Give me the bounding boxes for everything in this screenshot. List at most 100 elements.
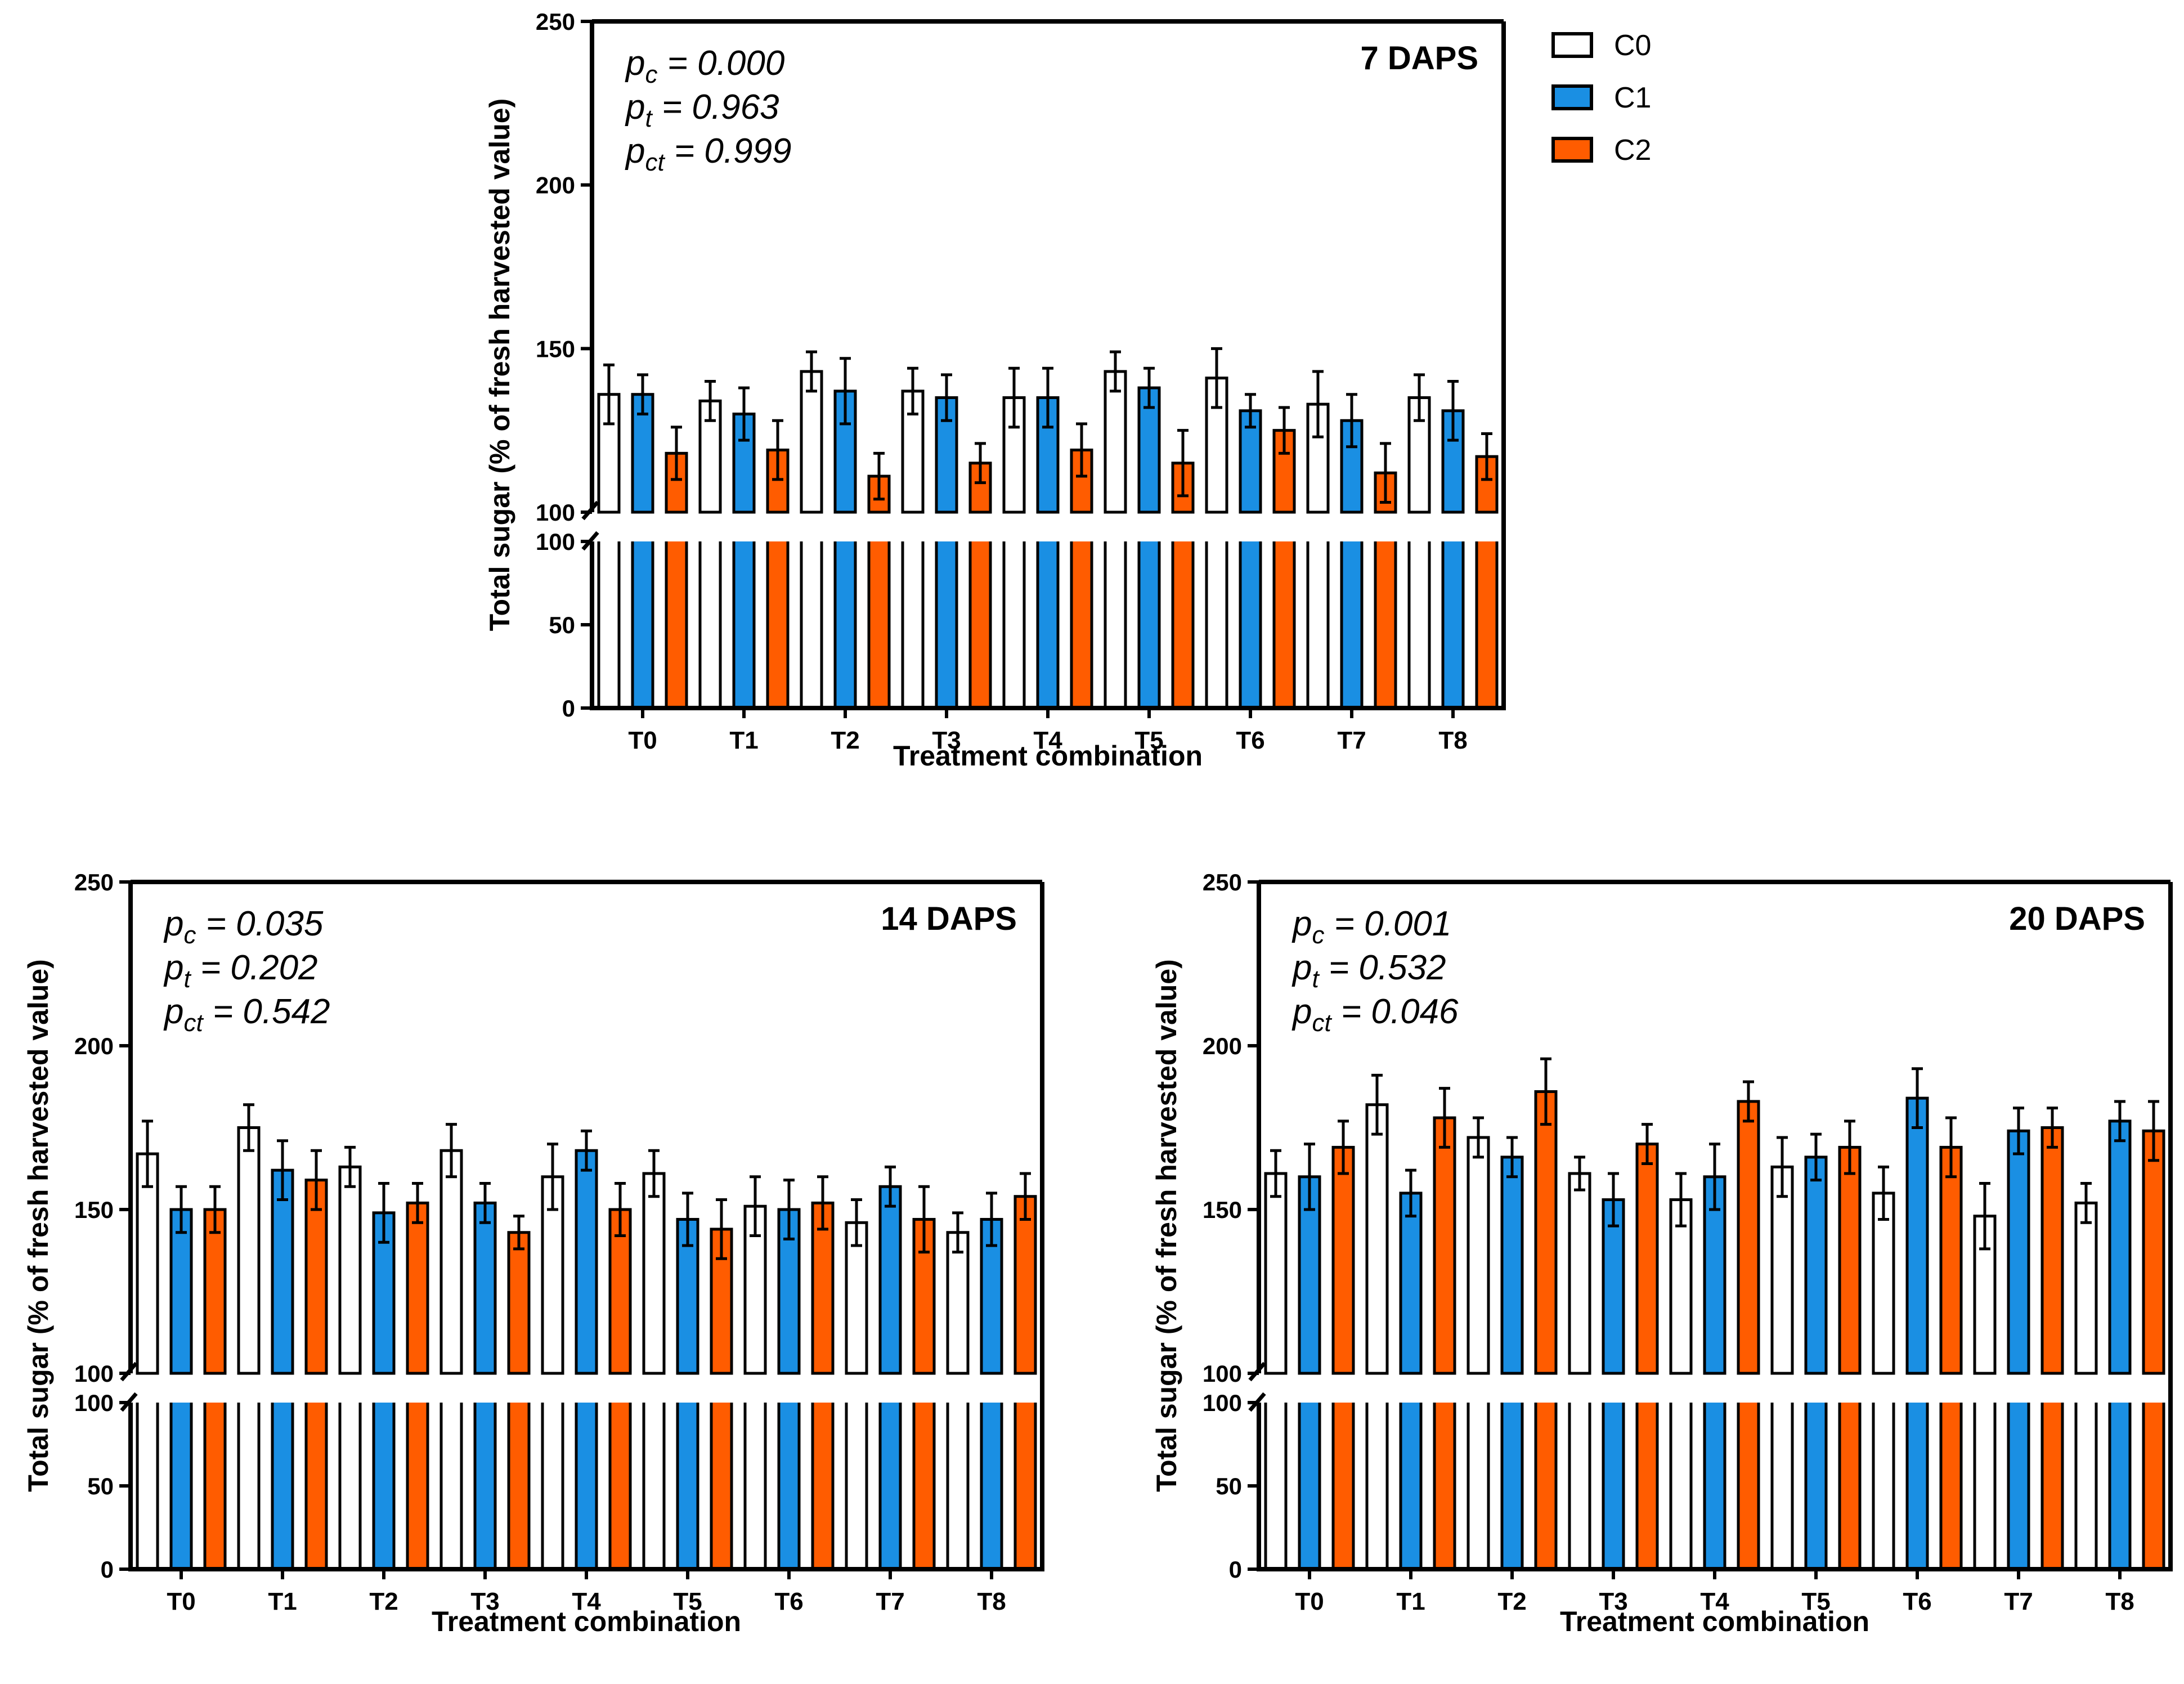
x-tick-label: T1 [1396,1588,1425,1615]
bar-lower-segment [633,541,653,708]
x-tick-label: T6 [1236,727,1264,754]
bar-c1-t4 [575,1129,598,1569]
bar-upper-segment [2007,1129,2030,1375]
x-axis-label: Treatment combination [893,740,1203,772]
x-tick-label: T5 [1801,1588,1830,1615]
bar-lower-segment [970,541,990,708]
bar-c0-t2 [338,1145,362,1569]
y-tick-label: 250 [536,8,575,35]
bar-c2-t8 [1475,432,1499,708]
bar-lower-segment [768,541,788,708]
bar-c1-t5 [676,1192,699,1569]
bar-c0-t3 [440,1123,463,1569]
legend-swatch [1551,32,1593,58]
bar-lower-segment [1274,541,1294,708]
bar-c1-t5 [1137,366,1161,708]
bar-upper-segment [473,1201,497,1375]
x-tick-label: T4 [1033,727,1062,754]
bar-upper-segment [2074,1201,2098,1375]
bar-c0-t3 [901,366,925,708]
bar-c2-t3 [968,442,992,708]
x-tick-label: T4 [1700,1588,1729,1615]
bar-c1-t3 [473,1181,497,1569]
bar-lower-segment [2042,1403,2062,1569]
bar-c1-t4 [1036,366,1060,708]
x-axis-label: Treatment combination [432,1606,741,1637]
bar-c0-t2 [1467,1116,1490,1569]
bar-upper-segment [1635,1143,1659,1375]
bar-c0-t3 [1568,1155,1591,1569]
bar-lower-segment [1477,541,1497,708]
y-tick-label: 250 [1203,869,1242,895]
bar-c0-t8 [2074,1181,2098,1569]
bar-c2-t1 [766,419,790,708]
bar-c2-t3 [507,1215,531,1569]
bar-c2-t0 [1331,1119,1355,1569]
bar-c1-t7 [2007,1107,2030,1569]
y-tick-label: 100 [74,1390,114,1416]
y-axis-label: Total sugar (% of fresh harvested value) [1151,959,1182,1492]
bar-upper-segment [1331,1145,1355,1375]
legend-item-c0: C0 [1551,29,1651,62]
bar-c0-t4 [1669,1172,1693,1569]
bar-c0-t7 [845,1198,868,1569]
legend-label: C2 [1614,134,1651,167]
y-tick-label: 50 [1216,1473,1242,1499]
x-axis-label: Treatment combination [1560,1606,1869,1637]
bar-c2-t7 [2041,1107,2064,1569]
bar-lower-segment [880,1403,900,1569]
x-tick-label: T8 [1438,727,1467,754]
x-tick-label: T1 [729,727,758,754]
panel-title: 7 DAPS [1360,40,1478,77]
bar-c2-t8 [2142,1100,2165,1569]
bar-upper-segment [304,1179,328,1375]
bar-upper-segment [2108,1119,2132,1375]
y-tick-label: 200 [74,1033,114,1059]
bar-c1-t2 [1500,1136,1524,1569]
bar-upper-segment [642,1172,666,1375]
p-value-annotation: pct = 0.999 [625,132,792,176]
bar-upper-segment [1602,1198,1625,1375]
bar-c2-t1 [304,1149,328,1569]
bar-lower-segment [2008,1403,2029,1569]
bar-lower-segment [1907,1403,1927,1569]
bar-c0-t5 [1104,350,1127,708]
bar-lower-segment [981,1403,1002,1569]
bar-upper-segment [1399,1192,1423,1375]
y-tick-label: 50 [549,612,575,638]
bar-c0-t1 [1365,1073,1389,1569]
legend-swatch [1551,84,1593,110]
bar-upper-segment [665,451,688,514]
x-tick-label: T7 [876,1588,904,1615]
p-value-annotation: pt = 0.202 [163,948,318,993]
bar-c1-t6 [1239,393,1262,708]
bar-lower-segment [374,1403,394,1569]
chart-panel-2: T0 T1 T2 T3 T4 T5 T6 T7 T8 100 150 200 250 0 50 100 14 D… [23,869,1044,1637]
p-value-annotation: pc = 0.000 [625,44,784,88]
bar-c2-t3 [1635,1123,1659,1569]
bar-c0-t4 [541,1143,564,1569]
bar-c1-t7 [1340,393,1364,708]
bar-upper-segment [946,1231,970,1375]
bar-upper-segment [1737,1100,1760,1375]
bar-lower-segment [475,1403,495,1569]
y-tick-label: 100 [1203,1390,1242,1416]
bar-lower-segment [1299,1403,1320,1569]
bar-c2-t7 [1374,442,1397,708]
y-tick-label: 0 [101,1556,114,1583]
bar-c0-t6 [743,1175,767,1569]
bar-c2-t4 [1070,422,1093,708]
bar-c2-t5 [1838,1119,1862,1569]
x-tick-label: T4 [572,1588,601,1615]
bar-lower-segment [936,541,957,708]
bar-lower-segment [610,1403,630,1569]
bar-lower-segment [1139,541,1159,708]
bar-c1-t2 [372,1181,396,1569]
bar-lower-segment [813,1403,833,1569]
bar-c2-t1 [1433,1087,1456,1569]
y-tick-label: 200 [1203,1033,1242,1059]
bar-c1-t3 [1602,1172,1625,1569]
bar-upper-segment [406,1201,429,1375]
bar-lower-segment [779,1403,799,1569]
p-value-annotation: pt = 0.532 [1291,948,1446,993]
